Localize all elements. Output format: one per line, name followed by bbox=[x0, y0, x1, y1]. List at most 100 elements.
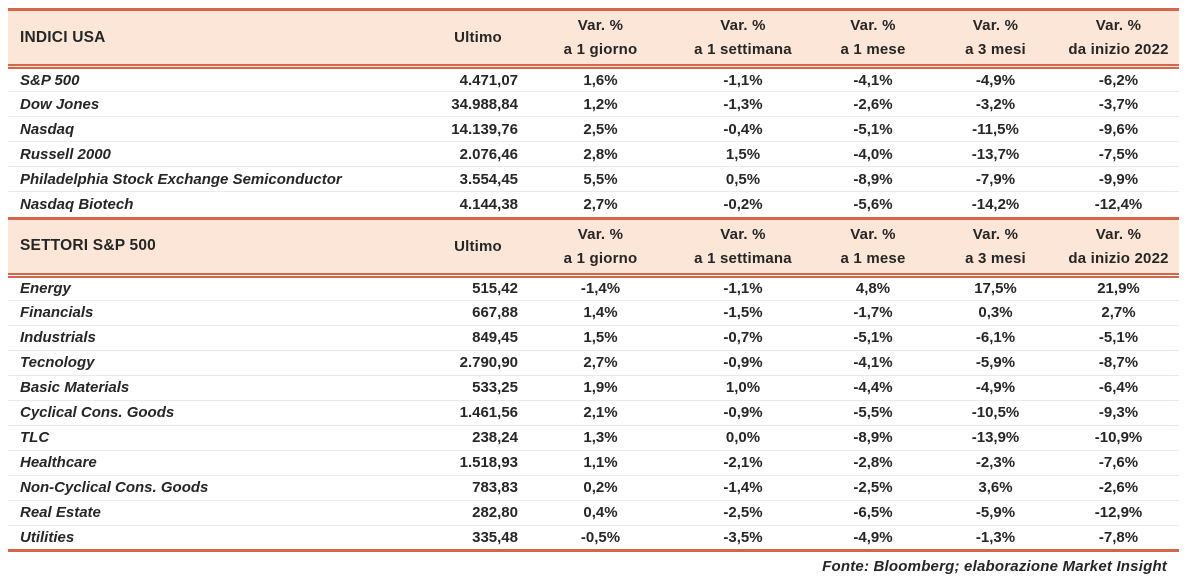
var-1-settimana-value: -1,5% bbox=[673, 300, 813, 326]
row-label: Philadelphia Stock Exchange Semiconducto… bbox=[8, 166, 428, 192]
ultimo-value: 14.139,76 bbox=[428, 116, 528, 142]
row-label: S&P 500 bbox=[8, 66, 428, 92]
ultimo-value: 2.790,90 bbox=[428, 350, 528, 376]
table-row: Russell 2000 2.076,46 2,8% 1,5% -4,0% -1… bbox=[8, 141, 1179, 167]
row-label: TLC bbox=[8, 425, 428, 451]
var-1-settimana-value: -0,9% bbox=[673, 400, 813, 426]
row-label: Nasdaq Biotech bbox=[20, 195, 134, 213]
var-inizio-2022-value: -7,6% bbox=[1058, 450, 1179, 476]
var-1-settimana-value: -0,2% bbox=[723, 195, 763, 213]
var-1-mese-value: -4,1% bbox=[813, 350, 933, 376]
ultimo-value: 783,83 bbox=[428, 475, 528, 501]
var-3-mesi-value: -3,2% bbox=[933, 91, 1058, 117]
source-note: Fonte: Bloomberg; elaborazione Market In… bbox=[822, 557, 1167, 575]
var-1-settimana-value: -0,4% bbox=[673, 116, 813, 142]
row-label: Tecnology bbox=[8, 350, 428, 376]
var-1-settimana-value: -1,1% bbox=[673, 275, 813, 301]
var-3-mesi-value: -1,3% bbox=[975, 528, 1016, 546]
var-3-mesi-value: -4,9% bbox=[933, 66, 1058, 92]
market-report-sheet: INDICI USA Ultimo Var. % a 1 giorno Var.… bbox=[8, 8, 1179, 575]
var-1-mese-value: -5,5% bbox=[813, 400, 933, 426]
row-label: Russell 2000 bbox=[8, 141, 428, 167]
var-1-giorno-value: 1,3% bbox=[528, 425, 673, 451]
var-header-bottom: a 3 mesi bbox=[965, 41, 1026, 58]
settori-sp500-header: SETTORI S&P 500 Ultimo Var. % a 1 giorno… bbox=[8, 218, 1179, 278]
var-1-giorno-value: 5,5% bbox=[528, 166, 673, 192]
var-3-mesi-value: -14,2% bbox=[971, 195, 1020, 213]
settori-sp500-rows: Energy 515,42 -1,4% -1,1% 4,8% 17,5% 21,… bbox=[8, 275, 1179, 550]
var-1-giorno-value: 2,8% bbox=[528, 141, 673, 167]
var-1-mese-value: -2,6% bbox=[813, 91, 933, 117]
column-header-var-1-giorno: Var. % a 1 giorno bbox=[528, 9, 673, 69]
var-header-bottom: a 1 giorno bbox=[563, 249, 638, 267]
var-header-bottom: a 1 mese bbox=[840, 41, 906, 58]
table-row: Real Estate 282,80 0,4% -2,5% -6,5% -5,9… bbox=[8, 500, 1179, 526]
var-inizio-2022-value: -2,6% bbox=[1058, 475, 1179, 501]
column-header-var-1-mese: Var. % a 1 mese bbox=[813, 9, 933, 69]
ultimo-value: 3.554,45 bbox=[428, 166, 528, 192]
var-1-giorno-value: 0,2% bbox=[528, 475, 673, 501]
column-header-var-inizio-2022: Var. % da inizio 2022 bbox=[1058, 9, 1179, 69]
indici-usa-header: INDICI USA Ultimo Var. % a 1 giorno Var.… bbox=[8, 9, 1179, 69]
table-row: S&P 500 4.471,07 1,6% -1,1% -4,1% -4,9% … bbox=[8, 66, 1179, 92]
row-label: Real Estate bbox=[8, 500, 428, 526]
var-header-bottom: a 1 mese bbox=[840, 249, 906, 267]
row-label: Financials bbox=[8, 300, 428, 326]
ultimo-value: 4.471,07 bbox=[428, 66, 528, 92]
indici-usa-rows: S&P 500 4.471,07 1,6% -1,1% -4,1% -4,9% … bbox=[8, 66, 1179, 217]
var-header-bottom: a 1 settimana bbox=[694, 41, 792, 58]
column-header-var-3-mesi: Var. % a 3 mesi bbox=[933, 9, 1058, 69]
ultimo-value: 515,42 bbox=[428, 275, 528, 301]
var-3-mesi-value: -13,7% bbox=[933, 141, 1058, 167]
var-header-top: Var. % bbox=[1095, 225, 1142, 243]
var-1-mese-value: -8,9% bbox=[813, 425, 933, 451]
var-3-mesi-value: -7,9% bbox=[933, 166, 1058, 192]
table-row: Basic Materials 533,25 1,9% 1,0% -4,4% -… bbox=[8, 375, 1179, 401]
ultimo-value: 335,48 bbox=[472, 528, 518, 546]
row-label: Cyclical Cons. Goods bbox=[8, 400, 428, 426]
table-row: Non-Cyclical Cons. Goods 783,83 0,2% -1,… bbox=[8, 475, 1179, 501]
var-1-mese-value: 4,8% bbox=[813, 275, 933, 301]
var-3-mesi-value: -13,9% bbox=[933, 425, 1058, 451]
var-1-mese-value: -6,5% bbox=[813, 500, 933, 526]
var-3-mesi-value: 0,3% bbox=[933, 300, 1058, 326]
var-1-mese-value: -8,9% bbox=[813, 166, 933, 192]
column-header-ultimo: Ultimo bbox=[428, 218, 528, 278]
ultimo-value: 1.518,93 bbox=[428, 450, 528, 476]
var-1-giorno-value: -0,5% bbox=[580, 528, 621, 546]
var-inizio-2022-value: -3,7% bbox=[1058, 91, 1179, 117]
var-header-top: Var. % bbox=[577, 225, 624, 243]
ultimo-value: 238,24 bbox=[428, 425, 528, 451]
table-row: Tecnology 2.790,90 2,7% -0,9% -4,1% -5,9… bbox=[8, 350, 1179, 376]
var-1-settimana-value: 1,5% bbox=[673, 141, 813, 167]
column-header-var-1-settimana: Var. % a 1 settimana bbox=[673, 218, 813, 278]
var-1-giorno-value: 1,1% bbox=[528, 450, 673, 476]
var-1-settimana-value: -3,5% bbox=[723, 528, 763, 546]
ultimo-value: 2.076,46 bbox=[428, 141, 528, 167]
var-3-mesi-value: -6,1% bbox=[933, 325, 1058, 351]
table-row: Philadelphia Stock Exchange Semiconducto… bbox=[8, 166, 1179, 192]
var-3-mesi-value: -5,9% bbox=[933, 500, 1058, 526]
var-inizio-2022-value: -5,1% bbox=[1058, 325, 1179, 351]
var-1-mese-value: -5,6% bbox=[853, 195, 893, 213]
var-header-top: Var. % bbox=[577, 17, 624, 34]
var-inizio-2022-value: -10,9% bbox=[1058, 425, 1179, 451]
ultimo-value: 282,80 bbox=[428, 500, 528, 526]
table-row: Dow Jones 34.988,84 1,2% -1,3% -2,6% -3,… bbox=[8, 91, 1179, 117]
var-1-settimana-value: 1,0% bbox=[673, 375, 813, 401]
var-header-top: Var. % bbox=[972, 225, 1019, 243]
row-label: Dow Jones bbox=[8, 91, 428, 117]
var-header-top: Var. % bbox=[972, 17, 1019, 34]
var-3-mesi-value: -5,9% bbox=[933, 350, 1058, 376]
var-1-mese-value: -2,5% bbox=[813, 475, 933, 501]
table-row: TLC 238,24 1,3% 0,0% -8,9% -13,9% -10,9% bbox=[8, 425, 1179, 451]
var-1-settimana-value: -2,1% bbox=[673, 450, 813, 476]
var-1-giorno-value: 2,7% bbox=[583, 195, 618, 213]
table-row: Healthcare 1.518,93 1,1% -2,1% -2,8% -2,… bbox=[8, 450, 1179, 476]
var-inizio-2022-value: 2,7% bbox=[1058, 300, 1179, 326]
column-header-var-1-mese: Var. % a 1 mese bbox=[813, 218, 933, 278]
section-title-indici-usa: INDICI USA bbox=[8, 9, 428, 69]
ultimo-value: 533,25 bbox=[428, 375, 528, 401]
var-1-giorno-value: -1,4% bbox=[528, 275, 673, 301]
table-row: Energy 515,42 -1,4% -1,1% 4,8% 17,5% 21,… bbox=[8, 275, 1179, 301]
